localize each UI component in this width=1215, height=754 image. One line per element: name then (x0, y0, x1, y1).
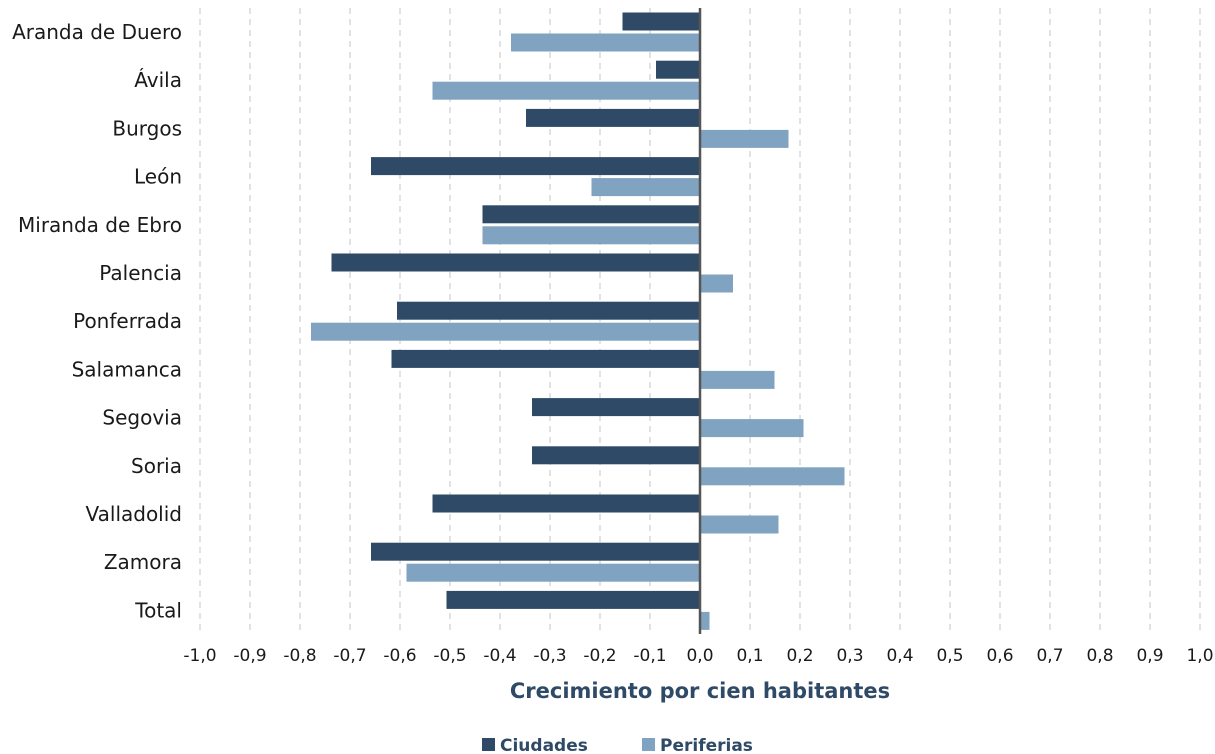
x-tick-label: 0,2 (786, 646, 813, 666)
bar-ciudades (371, 157, 700, 176)
x-tick-label: -0,4 (483, 646, 516, 666)
x-tick-label: -0,7 (333, 646, 366, 666)
bar-ciudades (622, 12, 700, 31)
bar-periferias (511, 33, 700, 52)
bar-periferias (311, 322, 700, 341)
x-tick-label: 0,7 (1036, 646, 1063, 666)
legend-label-ciudades: Ciudades (500, 736, 588, 754)
x-tick-label: 0,0 (686, 646, 713, 666)
category-label: Total (134, 598, 182, 622)
category-label: Aranda de Duero (12, 20, 182, 44)
bar-periferias (700, 611, 710, 630)
bar-periferias (700, 419, 804, 438)
bar-ciudades (397, 301, 700, 320)
legend-swatch-periferias (642, 738, 655, 751)
bar-ciudades (432, 494, 700, 513)
bar-ciudades (391, 349, 700, 368)
bar-ciudades (371, 542, 700, 561)
bar-ciudades (446, 590, 700, 609)
bar-ciudades (526, 108, 700, 127)
x-tick-label: -0,8 (283, 646, 316, 666)
bar-ciudades (482, 205, 700, 224)
bar-periferias (700, 274, 733, 293)
x-tick-labels: -1,0 -0,9 -0,8 -0,7 -0,6 -0,5 -0,4 -0,3 -0,2 -0,1… (183, 646, 1213, 666)
bar-periferias (406, 563, 700, 582)
bars (311, 12, 845, 630)
bar-periferias (482, 226, 700, 245)
x-tick-label: 0,8 (1086, 646, 1113, 666)
legend: Ciudades Periferias (482, 736, 753, 754)
bar-periferias (700, 515, 779, 534)
x-axis-title: Crecimiento por cien habitantes (510, 679, 890, 703)
category-label: Segovia (102, 406, 182, 430)
x-tick-label: 0,6 (986, 646, 1013, 666)
category-label: Burgos (112, 116, 182, 140)
category-label: Palencia (99, 261, 182, 285)
category-label: Miranda de Ebro (18, 213, 182, 237)
x-tick-label: 0,4 (886, 646, 913, 666)
x-tick-label: -0,3 (533, 646, 566, 666)
x-tick-label: 1,0 (1186, 646, 1213, 666)
x-tick-label: -1,0 (183, 646, 216, 666)
category-label: Salamanca (72, 357, 182, 381)
x-tick-label: -0,2 (583, 646, 616, 666)
bar-ciudades (656, 60, 700, 79)
x-tick-label: 0,9 (1136, 646, 1163, 666)
category-label: Ponferrada (73, 309, 182, 333)
x-tick-label: 0,5 (936, 646, 963, 666)
x-tick-label: -0,1 (633, 646, 666, 666)
category-label: Zamora (104, 550, 182, 574)
bar-periferias (700, 129, 789, 148)
bar-ciudades (532, 398, 700, 417)
x-tick-label: -0,6 (383, 646, 416, 666)
bar-periferias (700, 370, 775, 389)
bar-periferias (700, 467, 845, 486)
bar-periferias (591, 178, 700, 197)
x-tick-label: 0,3 (836, 646, 863, 666)
grid-lines (199, 8, 1201, 634)
category-label: Valladolid (86, 502, 183, 526)
legend-label-periferias: Periferias (660, 736, 753, 754)
bar-ciudades (532, 446, 700, 465)
category-label: Ávila (134, 68, 182, 92)
bar-periferias (432, 81, 700, 100)
bar-ciudades (331, 253, 700, 272)
category-label: Soria (131, 454, 182, 478)
x-tick-label: 0,1 (736, 646, 763, 666)
legend-swatch-ciudades (482, 738, 495, 751)
category-label: León (134, 165, 182, 189)
x-tick-label: -0,9 (233, 646, 266, 666)
category-labels: Aranda de Duero Ávila Burgos León Miranda de… (12, 20, 182, 622)
x-tick-label: -0,5 (433, 646, 466, 666)
